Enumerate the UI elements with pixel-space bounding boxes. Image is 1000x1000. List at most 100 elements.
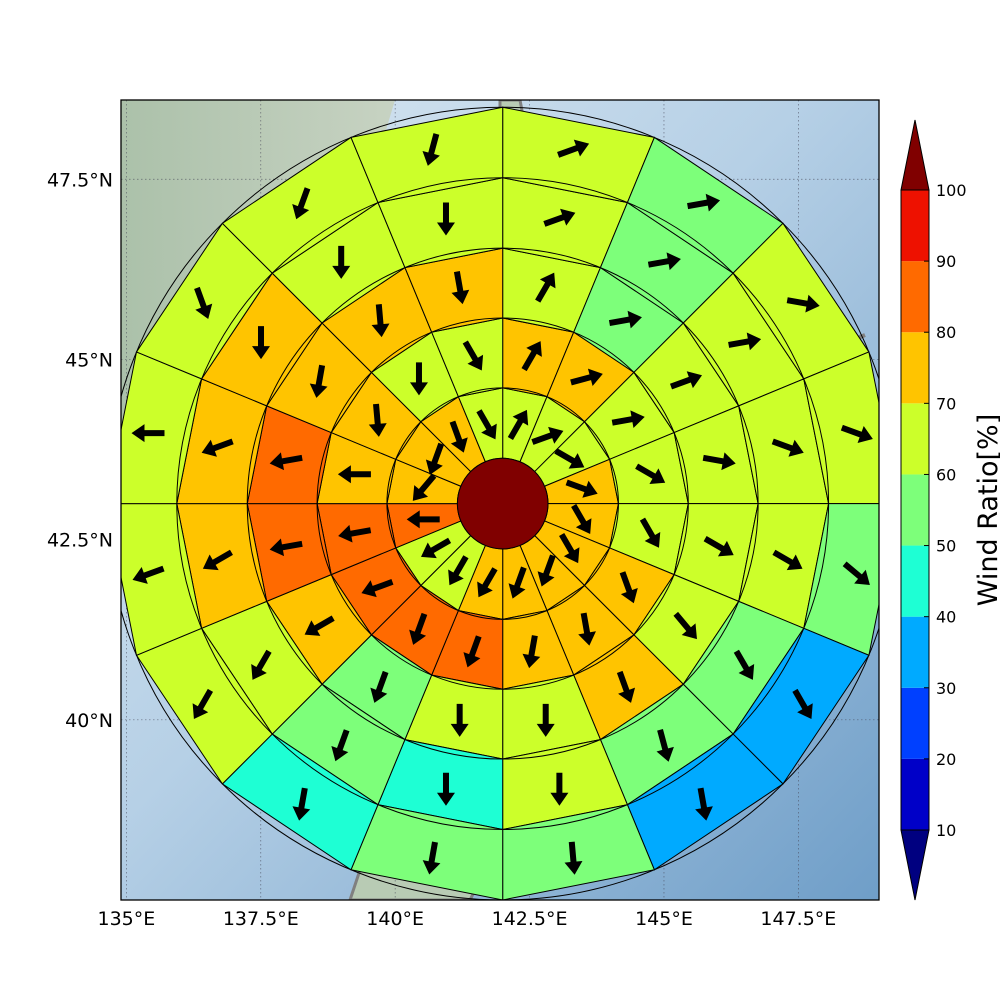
wind-arrow bbox=[635, 463, 666, 485]
wind-arrow bbox=[522, 635, 541, 669]
wind-arrow bbox=[571, 503, 592, 535]
wind-arrow bbox=[409, 612, 428, 645]
wind-arrow bbox=[619, 571, 638, 604]
wind-arrow bbox=[728, 332, 762, 351]
wind-arrow bbox=[616, 670, 636, 703]
latitude-tick-label: 47.5°N bbox=[47, 169, 113, 191]
wind-arrow bbox=[786, 294, 820, 313]
wind-arrow bbox=[521, 341, 542, 372]
wind-arrow bbox=[508, 566, 527, 599]
wind-arrow bbox=[559, 532, 580, 564]
wind-arrow bbox=[536, 703, 555, 737]
wind-arrow bbox=[792, 688, 813, 719]
wind-arrow bbox=[842, 561, 870, 585]
longitude-tick-label: 142.5°E bbox=[492, 908, 568, 930]
wind-arrow bbox=[608, 310, 642, 329]
wind-arrow bbox=[269, 452, 303, 471]
colorbar-over-triangle bbox=[900, 119, 930, 191]
wind-arrow bbox=[656, 729, 674, 762]
wind-arrow bbox=[332, 245, 351, 279]
wind-arrow bbox=[462, 340, 484, 371]
map-area bbox=[121, 100, 879, 900]
wind-arrow bbox=[531, 426, 564, 445]
wind-arrow bbox=[565, 479, 598, 498]
ring-outline bbox=[386, 387, 619, 620]
map-frame bbox=[120, 99, 880, 901]
wind-arrow bbox=[647, 252, 681, 271]
ring-outline bbox=[246, 247, 759, 760]
wind-arrow bbox=[507, 409, 529, 440]
wind-arrow bbox=[535, 272, 556, 303]
longitude-tick-label: 147.5°E bbox=[760, 908, 836, 930]
wind-arrow bbox=[192, 688, 214, 719]
wind-arrow bbox=[202, 549, 233, 571]
colorbar-tick-label: 50 bbox=[936, 537, 956, 556]
longitude-tick-label: 135°E bbox=[97, 908, 155, 930]
wind-arrow bbox=[421, 537, 452, 559]
wind-arrow bbox=[570, 368, 603, 386]
wind-arrow bbox=[733, 649, 755, 680]
wind-arrow bbox=[578, 612, 596, 646]
wind-arrow bbox=[448, 555, 469, 586]
wind-arrow bbox=[425, 442, 445, 475]
colorbar-segment bbox=[901, 616, 929, 688]
wind-arrow bbox=[194, 286, 213, 319]
wind-arrow bbox=[292, 187, 311, 220]
colorbar-segment bbox=[901, 474, 929, 546]
wind-arrow bbox=[292, 787, 311, 821]
wind-arrow bbox=[338, 524, 372, 543]
colorbar-tick-label: 90 bbox=[936, 252, 956, 271]
wind-arrow bbox=[252, 326, 271, 360]
colorbar-tick-label: 60 bbox=[936, 465, 956, 484]
colorbar-tick-label: 70 bbox=[936, 394, 956, 413]
center-disc bbox=[456, 457, 549, 550]
wind-sector bbox=[121, 503, 203, 656]
colorbar-under-triangle bbox=[900, 829, 930, 901]
wind-arrow bbox=[550, 772, 569, 806]
colorbar-tick-label: 80 bbox=[936, 323, 956, 342]
wind-arrow bbox=[537, 554, 556, 587]
colorbar-title: Wind Ratio[%] bbox=[973, 414, 1000, 606]
wind-arrow bbox=[463, 635, 482, 668]
wind-arrow bbox=[436, 772, 455, 806]
wind-arrow bbox=[673, 611, 697, 640]
wind-arrow bbox=[436, 202, 455, 236]
wind-arrow bbox=[703, 536, 734, 557]
colorbar-segment bbox=[901, 687, 929, 759]
wind-arrow bbox=[371, 304, 390, 338]
wind-arrow bbox=[564, 841, 583, 875]
wind-arrow bbox=[422, 133, 440, 166]
wind-arrow bbox=[557, 139, 590, 158]
wind-arrow bbox=[639, 517, 661, 548]
wind-arrow bbox=[361, 579, 394, 598]
colorbar-segment bbox=[901, 261, 929, 333]
wind-arrow bbox=[304, 615, 335, 636]
longitude-tick-label: 137.5°E bbox=[223, 908, 299, 930]
longitude-tick-label: 145°E bbox=[635, 908, 693, 930]
colorbar-tick-label: 30 bbox=[936, 679, 956, 698]
wind-arrow bbox=[132, 565, 165, 584]
wind-arrow bbox=[370, 670, 389, 703]
wind-arrow bbox=[309, 364, 328, 398]
wind-arrow bbox=[702, 452, 736, 471]
colorbar-segment bbox=[901, 758, 929, 830]
longitude-ticks: 135°E 137.5°E 140°E 142.5°E 145°E 147.5°E bbox=[97, 908, 836, 930]
wind-arrow bbox=[201, 438, 234, 457]
wind-arrow bbox=[269, 538, 303, 557]
wind-arrow bbox=[695, 787, 713, 821]
wind-arrow bbox=[251, 649, 272, 680]
colorbar-segment bbox=[901, 190, 929, 262]
wind-arrow bbox=[409, 362, 428, 396]
wind-arrow bbox=[368, 403, 387, 437]
colorbar-segment bbox=[901, 332, 929, 404]
colorbar-segment bbox=[901, 403, 929, 475]
wind-arrow bbox=[771, 438, 804, 457]
wind-arrow bbox=[687, 193, 721, 212]
longitude-tick-label: 140°E bbox=[366, 908, 424, 930]
wind-arrow bbox=[422, 841, 441, 875]
wind-arrow bbox=[331, 729, 350, 762]
wind-arrow bbox=[840, 424, 873, 443]
wind-arrow bbox=[772, 549, 803, 571]
colorbar-segment bbox=[901, 545, 929, 617]
